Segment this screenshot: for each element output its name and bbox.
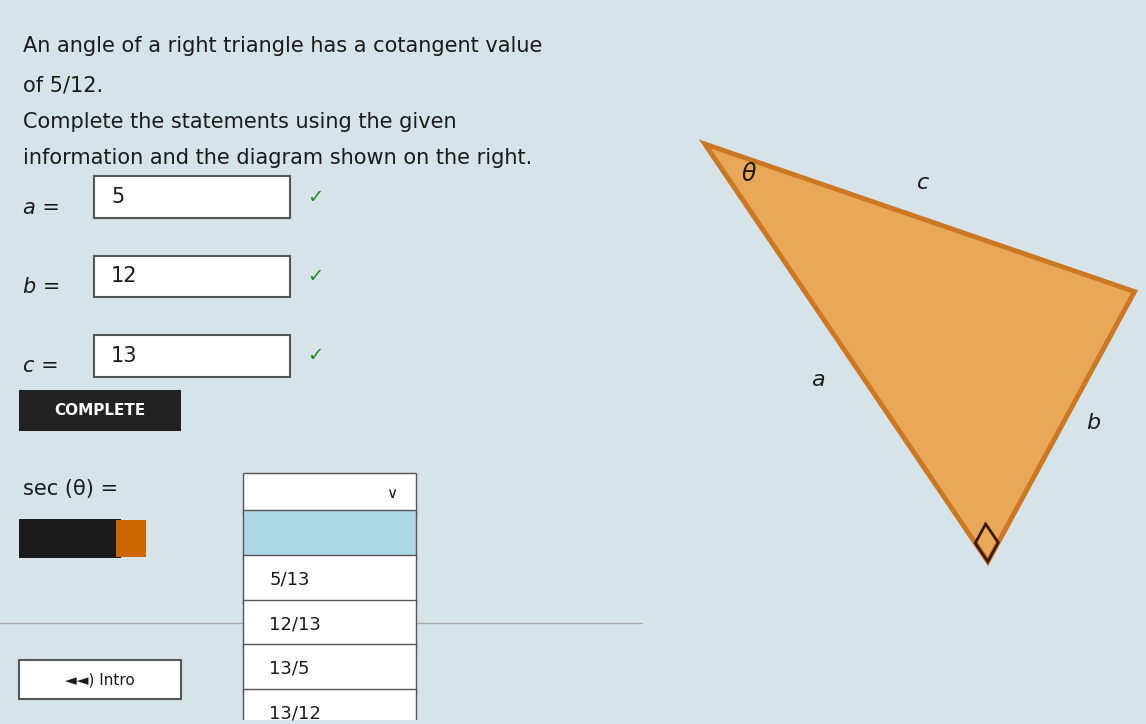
Polygon shape [705, 144, 1135, 562]
Text: of 5/12.: of 5/12. [23, 75, 103, 96]
Text: sec (θ) =: sec (θ) = [23, 479, 118, 499]
Text: ✓: ✓ [307, 188, 323, 207]
Text: 5: 5 [111, 188, 125, 207]
Text: ✓: ✓ [307, 346, 323, 365]
Text: a =: a = [23, 198, 60, 218]
Text: DONE: DONE [46, 531, 95, 546]
Text: information and the diagram shown on the right.: information and the diagram shown on the… [23, 148, 532, 167]
FancyBboxPatch shape [19, 519, 121, 558]
FancyBboxPatch shape [243, 510, 416, 560]
Text: Complete the statements using the given: Complete the statements using the given [23, 111, 456, 132]
FancyBboxPatch shape [243, 689, 416, 724]
FancyBboxPatch shape [94, 177, 290, 218]
Text: ◄◄) Intro: ◄◄) Intro [65, 672, 135, 687]
FancyBboxPatch shape [243, 473, 416, 515]
FancyBboxPatch shape [243, 599, 416, 649]
Text: ∨: ∨ [386, 487, 398, 502]
Text: b: b [1086, 413, 1100, 433]
FancyBboxPatch shape [116, 520, 146, 557]
Text: An angle of a right triangle has a cotangent value: An angle of a right triangle has a cotan… [23, 36, 542, 56]
Text: b =: b = [23, 277, 61, 298]
Text: 13: 13 [111, 345, 138, 366]
FancyBboxPatch shape [243, 644, 416, 694]
Text: ✓: ✓ [125, 531, 136, 546]
FancyBboxPatch shape [94, 256, 290, 298]
Text: 12: 12 [111, 266, 138, 287]
Text: 13/5: 13/5 [269, 660, 309, 678]
Text: ✓: ✓ [307, 267, 323, 286]
FancyBboxPatch shape [243, 555, 416, 604]
Text: 13/12: 13/12 [269, 704, 321, 723]
Text: 12/13: 12/13 [269, 615, 321, 634]
Text: c =: c = [23, 356, 58, 376]
Text: a: a [811, 370, 824, 390]
Text: θ: θ [741, 162, 755, 186]
Text: 5/13: 5/13 [269, 571, 309, 589]
Text: COMPLETE: COMPLETE [55, 403, 146, 418]
FancyBboxPatch shape [94, 334, 290, 376]
Text: c: c [917, 173, 929, 193]
FancyBboxPatch shape [19, 660, 181, 699]
FancyBboxPatch shape [19, 390, 181, 431]
